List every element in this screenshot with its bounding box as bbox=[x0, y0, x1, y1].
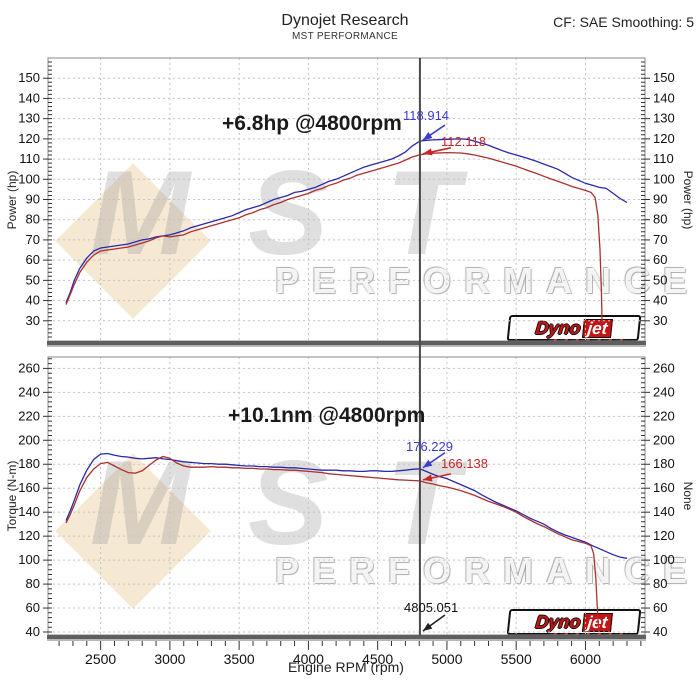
svg-text:40: 40 bbox=[653, 624, 667, 639]
svg-text:4500: 4500 bbox=[362, 651, 393, 667]
power-before-value-label: 112.118 bbox=[441, 134, 487, 149]
svg-text:220: 220 bbox=[653, 408, 675, 423]
svg-text:120: 120 bbox=[653, 528, 675, 543]
svg-text:260: 260 bbox=[653, 360, 675, 375]
svg-text:3500: 3500 bbox=[224, 651, 255, 667]
svg-text:50: 50 bbox=[26, 272, 40, 287]
svg-text:80: 80 bbox=[26, 576, 40, 591]
power-after-value-label: 118.914 bbox=[403, 108, 450, 123]
svg-text:160: 160 bbox=[18, 480, 40, 495]
power-chart: 30 30 40 40 50 50 60 60 70 70 80 80 90 90 100 100 110 110… bbox=[18, 57, 675, 347]
svg-text:70: 70 bbox=[26, 232, 40, 247]
svg-text:100: 100 bbox=[18, 171, 40, 186]
svg-text:70: 70 bbox=[653, 232, 667, 247]
svg-text:3000: 3000 bbox=[154, 651, 185, 667]
svg-text:180: 180 bbox=[653, 456, 675, 471]
svg-text:5500: 5500 bbox=[501, 651, 532, 667]
svg-text:130: 130 bbox=[18, 111, 40, 126]
svg-text:90: 90 bbox=[653, 192, 667, 207]
svg-text:30: 30 bbox=[653, 313, 667, 328]
svg-text:160: 160 bbox=[653, 480, 675, 495]
svg-text:200: 200 bbox=[18, 432, 40, 447]
svg-text:4000: 4000 bbox=[293, 651, 324, 667]
header: Dynojet Research MST PERFORMANCE bbox=[0, 12, 690, 42]
svg-text:120: 120 bbox=[18, 131, 40, 146]
svg-text:100: 100 bbox=[653, 171, 675, 186]
svg-text:240: 240 bbox=[18, 384, 40, 399]
torque-before-value-label: 166.138 bbox=[441, 456, 488, 471]
svg-text:110: 110 bbox=[19, 151, 40, 166]
svg-text:5000: 5000 bbox=[431, 651, 462, 667]
svg-text:200: 200 bbox=[653, 432, 675, 447]
torque-curve-after bbox=[65, 452, 628, 559]
svg-text:220: 220 bbox=[18, 408, 40, 423]
page-title: Dynojet Research bbox=[281, 12, 409, 29]
svg-text:140: 140 bbox=[18, 504, 40, 519]
torque-curve-before bbox=[65, 455, 600, 630]
svg-text:100: 100 bbox=[18, 552, 40, 567]
svg-text:60: 60 bbox=[26, 252, 40, 267]
svg-text:60: 60 bbox=[653, 252, 667, 267]
svg-text:90: 90 bbox=[26, 192, 40, 207]
svg-text:150: 150 bbox=[18, 70, 40, 85]
svg-text:60: 60 bbox=[26, 600, 40, 615]
smoothing-setting: CF: SAE Smoothing: 5 bbox=[553, 14, 694, 30]
torque-after-value-label: 176.229 bbox=[406, 439, 453, 454]
svg-text:140: 140 bbox=[18, 90, 40, 105]
power-gain-annotation: +6.8hp @4800rpm bbox=[222, 112, 402, 135]
torque-gain-annotation: +10.1nm @4800rpm bbox=[228, 404, 426, 427]
svg-text:60: 60 bbox=[653, 600, 667, 615]
svg-text:100: 100 bbox=[653, 552, 675, 567]
svg-text:110: 110 bbox=[653, 151, 674, 166]
svg-text:40: 40 bbox=[26, 624, 40, 639]
svg-text:80: 80 bbox=[653, 576, 667, 591]
cursor-rpm-label: 4805.051 bbox=[404, 600, 459, 615]
power-curve-after bbox=[65, 138, 628, 303]
svg-text:2500: 2500 bbox=[85, 651, 116, 667]
svg-text:140: 140 bbox=[653, 90, 675, 105]
svg-text:180: 180 bbox=[18, 456, 40, 471]
svg-text:6000: 6000 bbox=[570, 651, 601, 667]
x-axis-title: Engine RPM (rpm) bbox=[288, 659, 404, 675]
svg-text:240: 240 bbox=[653, 384, 675, 399]
svg-text:140: 140 bbox=[653, 504, 675, 519]
svg-text:130: 130 bbox=[653, 111, 675, 126]
svg-text:260: 260 bbox=[18, 360, 40, 375]
svg-text:30: 30 bbox=[26, 313, 40, 328]
svg-text:50: 50 bbox=[653, 272, 667, 287]
svg-text:150: 150 bbox=[653, 70, 675, 85]
torque-chart: 40 40 60 60 80 80 100 100 120 120 140 140 160 160 180 1… bbox=[18, 356, 675, 667]
svg-text:40: 40 bbox=[26, 293, 40, 308]
svg-text:120: 120 bbox=[653, 131, 675, 146]
svg-text:80: 80 bbox=[653, 212, 667, 227]
svg-text:80: 80 bbox=[26, 212, 40, 227]
page-subtitle: MST PERFORMANCE bbox=[292, 31, 398, 42]
svg-text:40: 40 bbox=[653, 293, 667, 308]
svg-text:120: 120 bbox=[18, 528, 40, 543]
